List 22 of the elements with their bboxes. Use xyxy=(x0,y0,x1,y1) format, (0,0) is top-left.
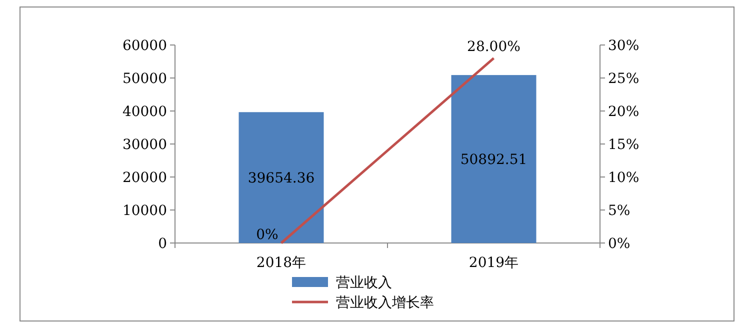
data-label: 0% xyxy=(256,227,278,243)
y-tick-label: 50000 xyxy=(122,71,167,87)
y2-tick-label: 25% xyxy=(608,71,640,87)
y-tick-label: 40000 xyxy=(122,104,167,120)
y-tick-label: 0 xyxy=(158,236,167,252)
x-tick-label: 2019年 xyxy=(468,255,519,271)
legend-label: 营业收入增长率 xyxy=(336,295,434,311)
y-tick-label: 20000 xyxy=(122,170,167,186)
y-tick-label: 30000 xyxy=(122,137,167,153)
data-label: 39654.36 xyxy=(248,170,315,187)
data-label: 28.00% xyxy=(467,39,520,56)
y2-tick-label: 15% xyxy=(608,137,640,153)
y2-tick-label: 30% xyxy=(608,38,640,54)
y2-tick-label: 5% xyxy=(608,203,630,219)
legend-label: 营业收入 xyxy=(336,275,392,291)
y-tick-label: 60000 xyxy=(122,38,167,54)
y2-tick-label: 10% xyxy=(608,170,640,186)
data-label: 50892.51 xyxy=(460,152,528,168)
y2-tick-label: 20% xyxy=(608,104,640,120)
x-tick-label: 2018年 xyxy=(256,255,306,271)
y2-tick-label: 0% xyxy=(608,236,630,252)
y-tick-label: 10000 xyxy=(122,203,167,219)
